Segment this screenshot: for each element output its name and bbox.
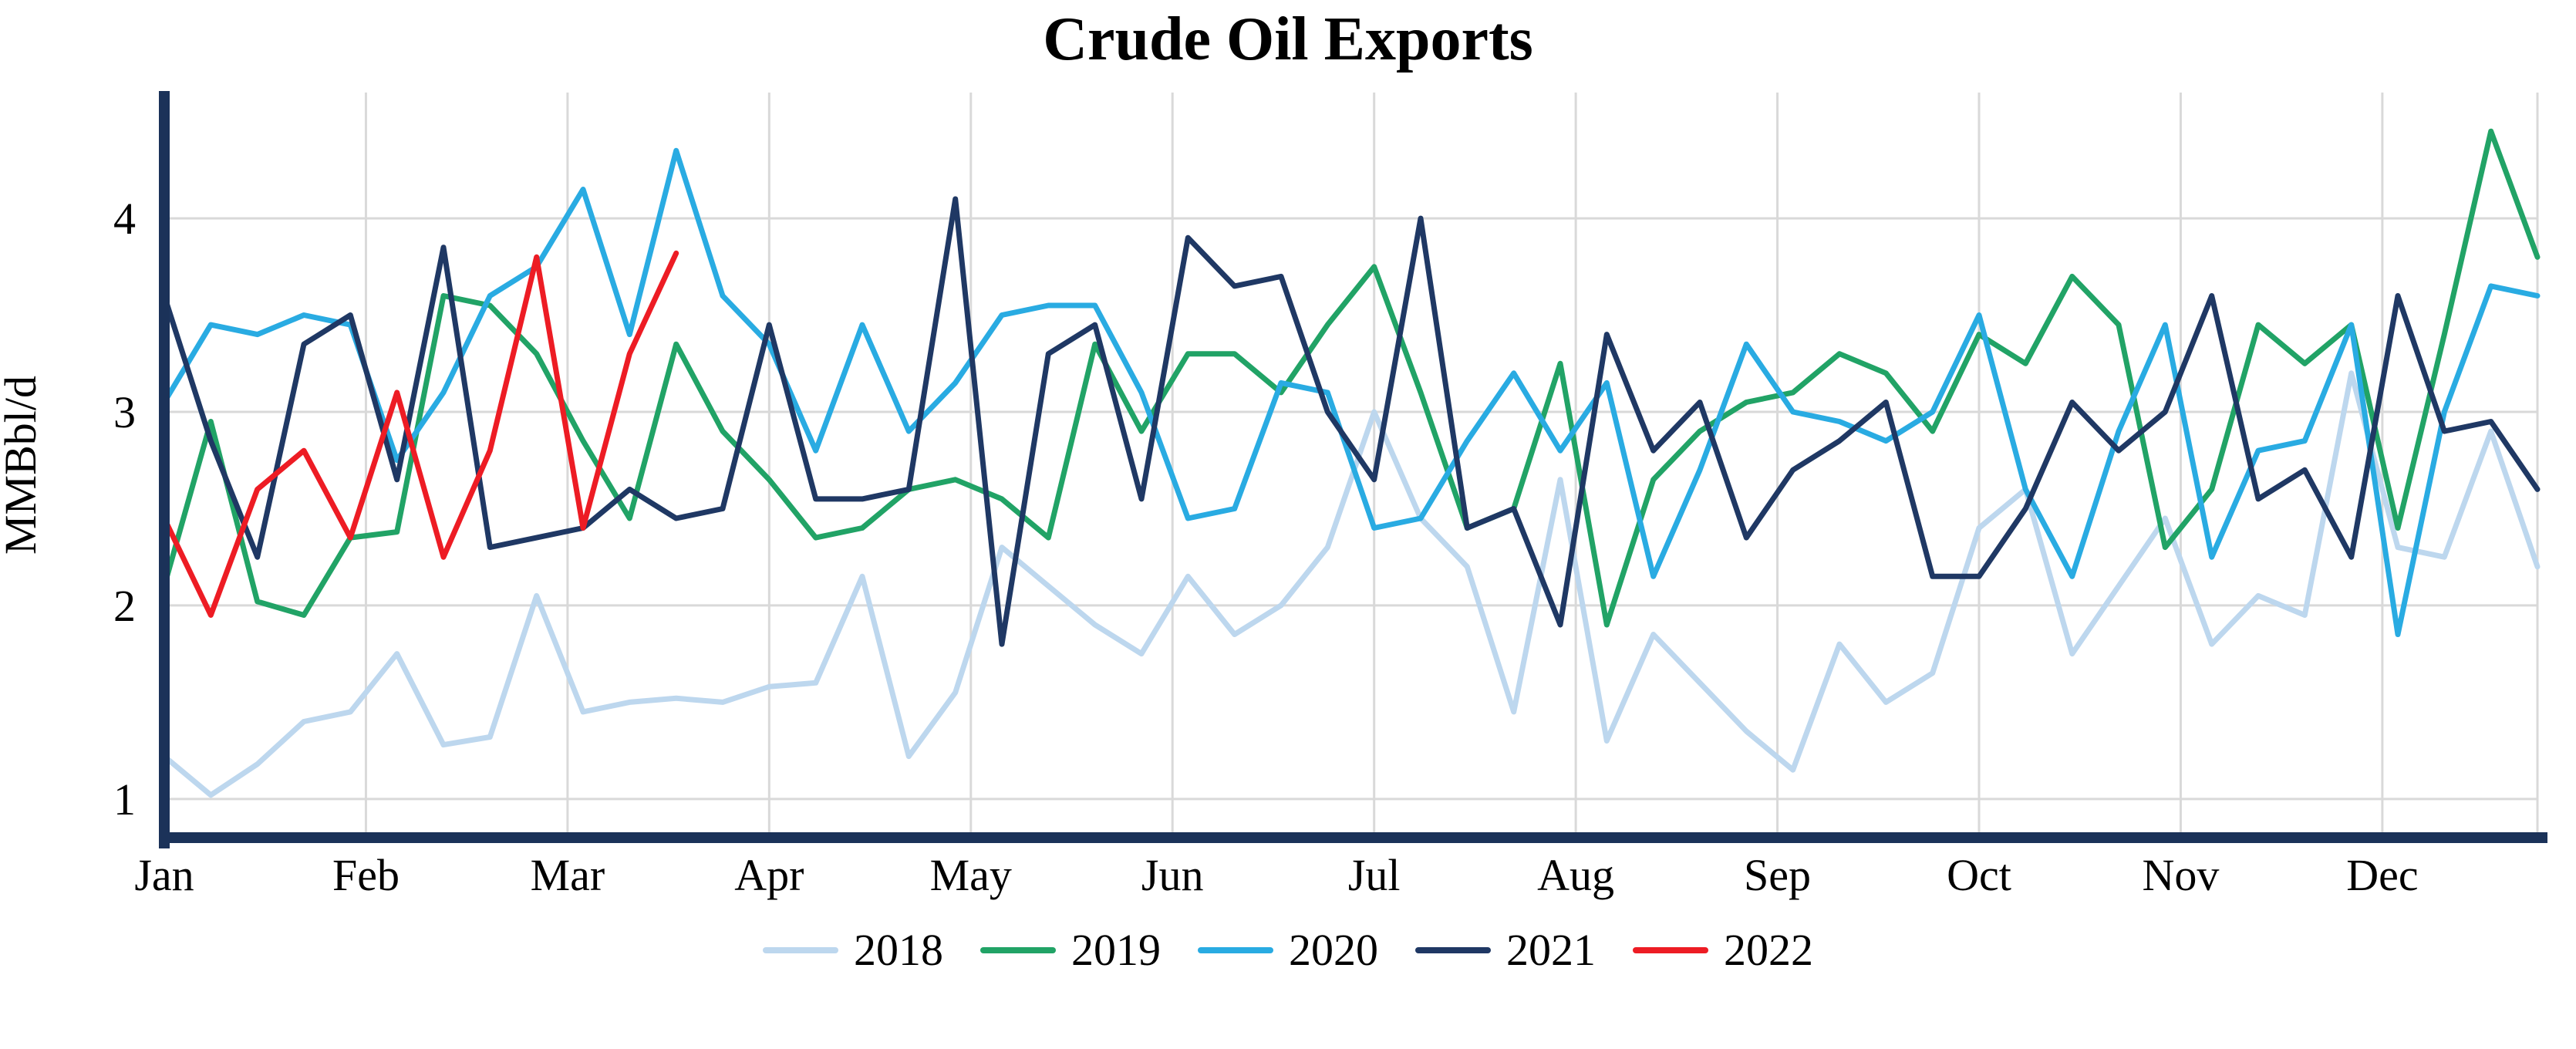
legend-item-2019: 2019 (980, 924, 1161, 976)
y-tick-label-4: 4 (113, 194, 136, 244)
y-tick-label-1: 1 (113, 774, 136, 825)
x-tick-label-Jan: Jan (134, 850, 194, 900)
x-tick-label-Aug: Aug (1537, 850, 1614, 900)
legend-item-2020: 2020 (1198, 924, 1378, 976)
x-tick-label-Jun: Jun (1141, 850, 1204, 900)
y-axis-title: MMBbl/d (0, 376, 46, 555)
x-tick-label-Mar: Mar (531, 850, 605, 900)
y-tick-label-2: 2 (113, 581, 136, 631)
x-tick-label-Sep: Sep (1744, 850, 1811, 900)
legend-swatch-2018 (763, 946, 838, 953)
legend-item-2022: 2022 (1633, 924, 1813, 976)
legend-swatch-2021 (1415, 946, 1491, 953)
x-tick-label-Jul: Jul (1348, 850, 1401, 900)
legend-item-2021: 2021 (1415, 924, 1596, 976)
x-tick-label-Feb: Feb (332, 850, 400, 900)
x-tick-label-Apr: Apr (734, 850, 804, 900)
legend-item-2018: 2018 (763, 924, 943, 976)
y-axis-spine (159, 91, 170, 848)
x-tick-label-Nov: Nov (2142, 850, 2219, 900)
legend-label-2019: 2019 (1071, 925, 1161, 975)
x-tick-label-Oct: Oct (1947, 850, 2011, 900)
legend-label-2021: 2021 (1506, 925, 1596, 975)
series-line-2018 (161, 370, 2541, 798)
legend-label-2022: 2022 (1724, 925, 1813, 975)
x-tick-label-Dec: Dec (2346, 850, 2418, 900)
legend-label-2018: 2018 (854, 925, 943, 975)
legend-label-2020: 2020 (1289, 925, 1378, 975)
legend-swatch-2020 (1198, 946, 1273, 953)
line-chart: 1 2 3 4 Jan Feb Mar Apr May Jun Jul Aug Sep Oct Nov Dec… (0, 91, 2547, 900)
chart-title: Crude Oil Exports (1043, 5, 1533, 73)
series-line-2021 (161, 196, 2541, 647)
series-line-2020 (161, 147, 2541, 637)
legend-swatch-2019 (980, 946, 1056, 953)
series-lines (161, 128, 2541, 798)
chart-legend: 2018 2019 2020 2021 2022 (0, 924, 2576, 976)
y-tick-label-3: 3 (113, 387, 136, 437)
x-axis-spine (159, 832, 2547, 843)
legend-swatch-2022 (1633, 946, 1708, 953)
x-tick-label-May: May (930, 850, 1012, 900)
series-line-2022 (161, 250, 679, 618)
